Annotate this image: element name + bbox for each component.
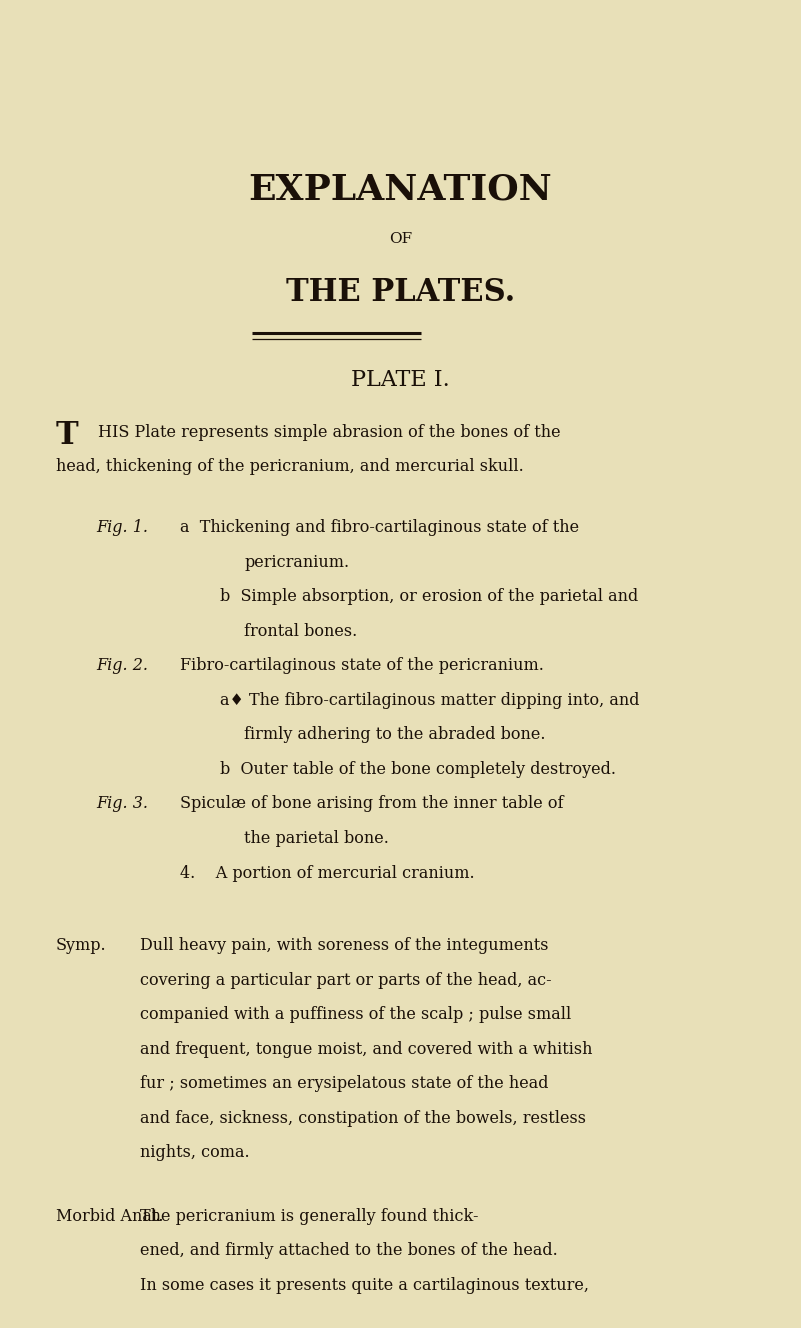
- Text: a♦ The fibro-cartilaginous matter dipping into, and: a♦ The fibro-cartilaginous matter dippin…: [220, 692, 640, 709]
- Text: Morbid Anat.: Morbid Anat.: [56, 1208, 163, 1224]
- Text: Symp.: Symp.: [56, 938, 107, 954]
- Text: THE PLATES.: THE PLATES.: [286, 276, 515, 308]
- Text: The pericranium is generally found thick-: The pericranium is generally found thick…: [140, 1208, 479, 1224]
- Text: Fig. 3.: Fig. 3.: [96, 795, 148, 813]
- Text: b  Outer table of the bone completely destroyed.: b Outer table of the bone completely des…: [220, 761, 616, 778]
- Text: Dull heavy pain, with soreness of the integuments: Dull heavy pain, with soreness of the in…: [140, 938, 549, 954]
- Text: Fibro-cartilaginous state of the pericranium.: Fibro-cartilaginous state of the pericra…: [180, 657, 544, 675]
- Text: PLATE I.: PLATE I.: [351, 369, 450, 390]
- Text: OF: OF: [389, 232, 412, 246]
- Text: head, thickening of the pericranium, and mercurial skull.: head, thickening of the pericranium, and…: [56, 458, 524, 475]
- Text: nights, coma.: nights, coma.: [140, 1145, 250, 1161]
- Text: 4.    A portion of mercurial cranium.: 4. A portion of mercurial cranium.: [180, 865, 475, 882]
- Text: T: T: [56, 420, 78, 450]
- Text: ened, and firmly attached to the bones of the head.: ened, and firmly attached to the bones o…: [140, 1243, 558, 1259]
- Text: EXPLANATION: EXPLANATION: [248, 173, 553, 207]
- Text: companied with a puffiness of the scalp ; pulse small: companied with a puffiness of the scalp …: [140, 1007, 571, 1023]
- Text: Spiculæ of bone arising from the inner table of: Spiculæ of bone arising from the inner t…: [180, 795, 564, 813]
- Text: firmly adhering to the abraded bone.: firmly adhering to the abraded bone.: [244, 726, 545, 744]
- Text: and face, sickness, constipation of the bowels, restless: and face, sickness, constipation of the …: [140, 1110, 586, 1126]
- Text: In some cases it presents quite a cartilaginous texture,: In some cases it presents quite a cartil…: [140, 1278, 590, 1293]
- Text: HIS Plate represents simple abrasion of the bones of the: HIS Plate represents simple abrasion of …: [98, 424, 561, 441]
- Text: pericranium.: pericranium.: [244, 554, 349, 571]
- Text: b  Simple absorption, or erosion of the parietal and: b Simple absorption, or erosion of the p…: [220, 588, 638, 606]
- Text: Fig. 2.: Fig. 2.: [96, 657, 148, 675]
- Text: frontal bones.: frontal bones.: [244, 623, 357, 640]
- Text: Fig. 1.: Fig. 1.: [96, 519, 148, 537]
- Text: a  Thickening and fibro-cartilaginous state of the: a Thickening and fibro-cartilaginous sta…: [180, 519, 579, 537]
- Text: the parietal bone.: the parietal bone.: [244, 830, 389, 847]
- Text: covering a particular part or parts of the head, ac-: covering a particular part or parts of t…: [140, 972, 552, 988]
- Text: and frequent, tongue moist, and covered with a whitish: and frequent, tongue moist, and covered …: [140, 1041, 593, 1057]
- Text: fur ; sometimes an erysipelatous state of the head: fur ; sometimes an erysipelatous state o…: [140, 1076, 549, 1092]
